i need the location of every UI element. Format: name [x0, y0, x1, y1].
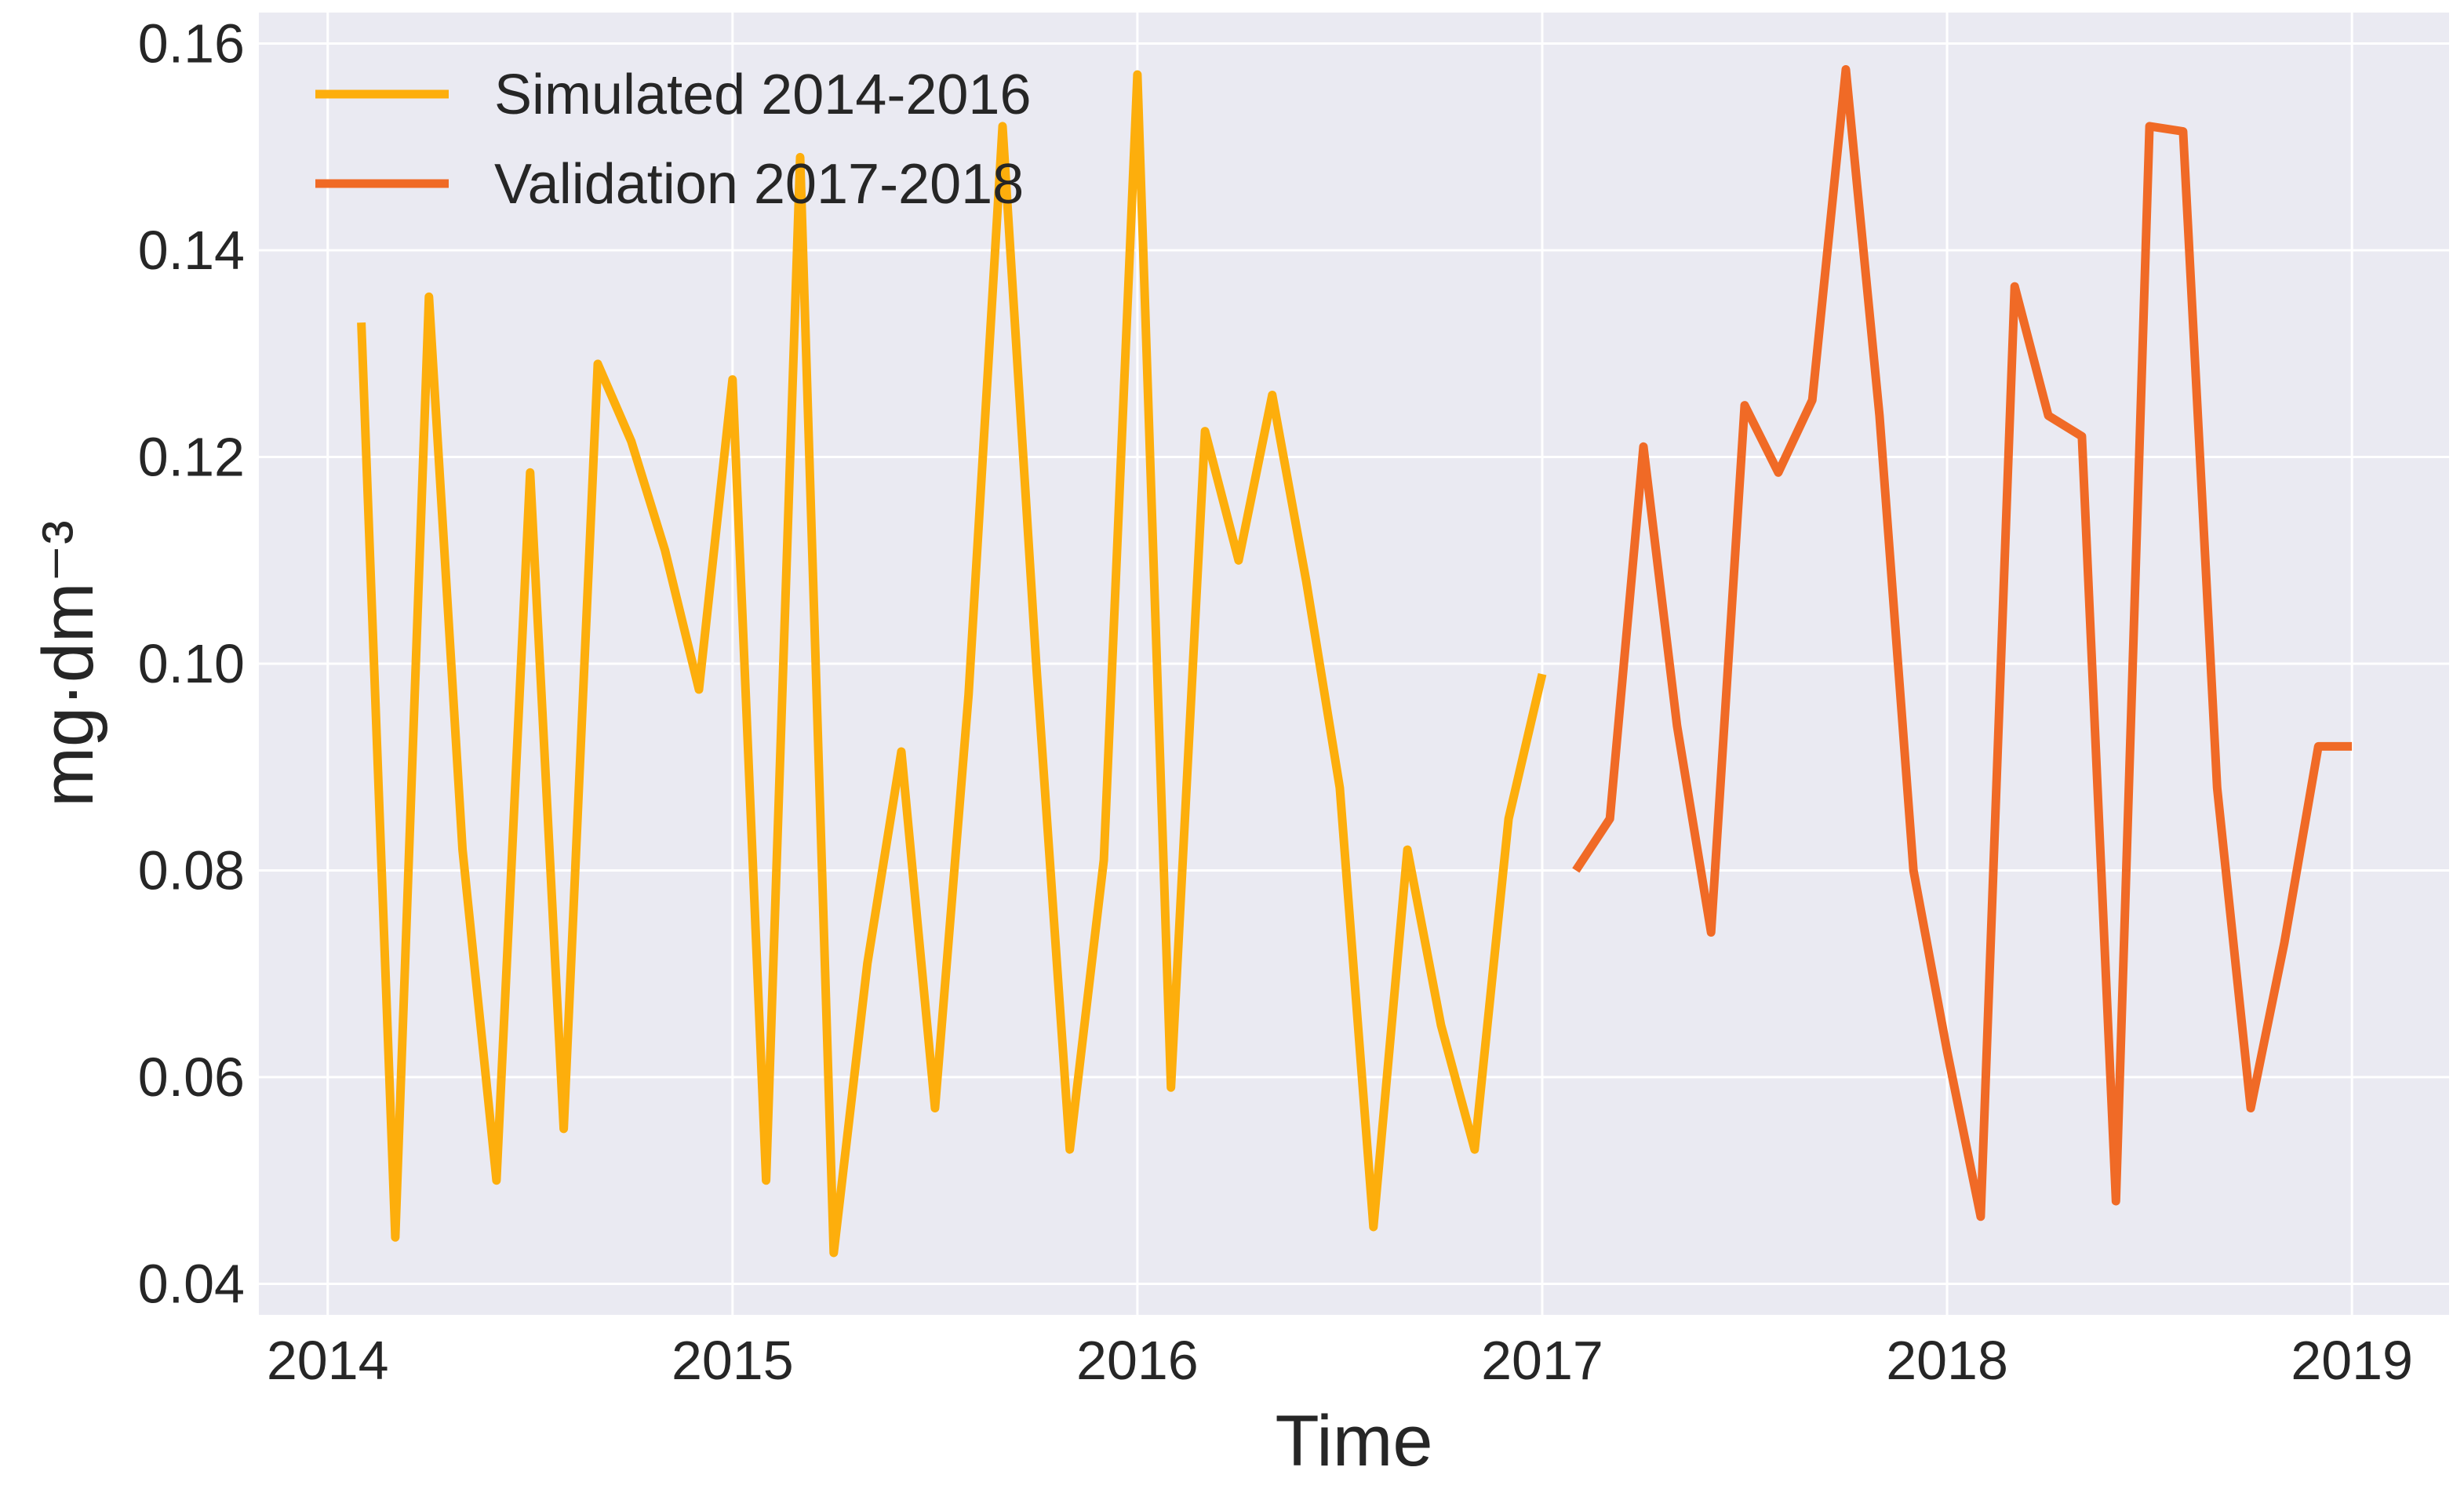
- legend: Simulated 2014-2016 Validation 2017-2018: [315, 64, 1032, 216]
- y-tick-label: 0.08: [138, 839, 245, 901]
- series-lines: [357, 65, 2353, 1258]
- y-tick-label: 0.14: [138, 220, 245, 281]
- series-line-1: [357, 70, 1547, 1258]
- y-tick-label: 0.16: [138, 13, 245, 75]
- x-tick-label: 2014: [267, 1330, 389, 1391]
- x-tick-label: 2015: [672, 1330, 794, 1391]
- y-axis: 0.04 0.06 0.08 0.10 0.12 0.14 0.16: [138, 13, 245, 1315]
- y-tick-label: 0.06: [138, 1047, 245, 1108]
- y-tick-label: 0.12: [138, 427, 245, 488]
- series-line-2: [1572, 65, 2353, 1221]
- y-tick-label: 0.04: [138, 1253, 245, 1314]
- x-tick-label: 2018: [1886, 1330, 2008, 1391]
- x-tick-label: 2019: [2291, 1330, 2413, 1391]
- legend-label: Simulated 2014-2016: [494, 64, 1032, 126]
- x-axis: 2014 2015 2016 2017 2018 2019: [267, 1330, 2413, 1391]
- y-tick-label: 0.10: [138, 633, 245, 694]
- legend-label: Validation 2017-2018: [494, 153, 1024, 216]
- x-axis-title: Time: [1275, 1401, 1432, 1481]
- x-tick-label: 2016: [1076, 1330, 1199, 1391]
- x-tick-label: 2017: [1481, 1330, 1603, 1391]
- y-axis-title: mg·dm⁻³: [28, 520, 108, 806]
